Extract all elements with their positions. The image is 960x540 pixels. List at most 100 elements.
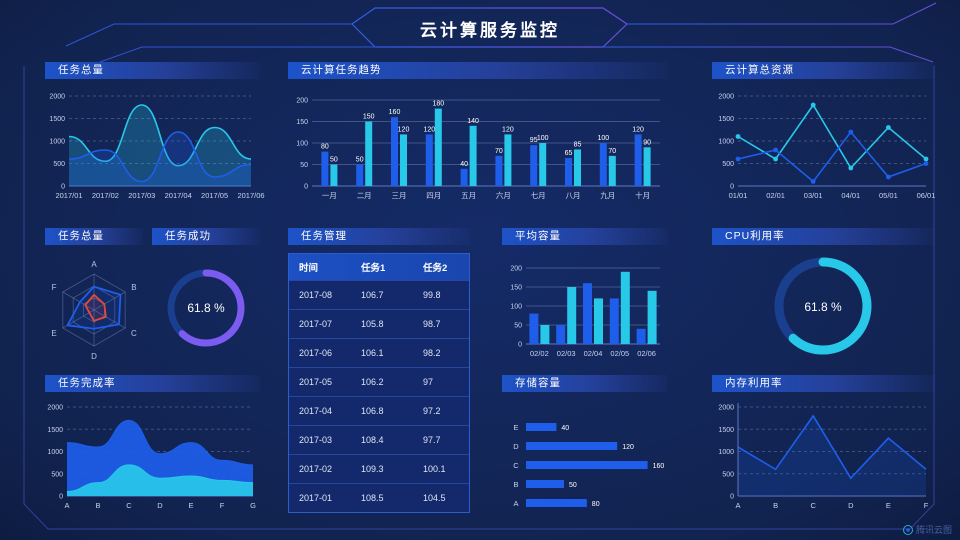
task-total-radar-chart[interactable]: A B C D E F (45, 248, 143, 370)
svg-text:0: 0 (730, 494, 734, 501)
svg-text:65: 65 (565, 150, 573, 157)
svg-text:2017/01: 2017/01 (55, 191, 82, 200)
panel-title-avg-capacity: 平均容量 (502, 228, 668, 245)
panel-title-task-total-radar: 任务总量 (45, 228, 143, 245)
svg-text:D: D (91, 352, 97, 361)
panel-cpu-usage: CPU利用率 61.8 % (712, 228, 935, 370)
completion-rate-area-chart[interactable]: 0 500 1000 1500 2000 A B C D E F G (45, 395, 260, 515)
svg-text:61.8 %: 61.8 % (187, 301, 225, 315)
svg-text:100: 100 (296, 141, 308, 148)
svg-text:90: 90 (643, 139, 651, 146)
svg-text:2017/05: 2017/05 (201, 191, 228, 200)
panel-task-trend: 云计算任务趋势 0 50 100 150 200 一月 二月 三月 四月 五月 六月 七月 八月 九月 十月… (288, 62, 668, 214)
svg-text:100: 100 (510, 304, 522, 311)
svg-text:1500: 1500 (49, 116, 65, 123)
table-row[interactable]: 2017-03 108.4 97.7 (289, 425, 469, 454)
svg-text:四月: 四月 (426, 191, 441, 200)
svg-text:100: 100 (537, 135, 549, 142)
panel-title-completion-rate: 任务完成率 (45, 375, 260, 392)
table-row[interactable]: 2017-06 106.1 98.2 (289, 338, 469, 367)
svg-text:500: 500 (51, 471, 63, 478)
svg-text:95: 95 (530, 137, 538, 144)
table-row[interactable]: 2017-08 106.7 99.8 (289, 280, 469, 309)
svg-text:02/06: 02/06 (637, 349, 656, 358)
svg-text:50: 50 (514, 323, 522, 330)
table-cell: 106.7 (361, 290, 384, 300)
task-success-gauge[interactable]: 61.8 % (152, 248, 260, 370)
svg-text:A: A (64, 501, 69, 510)
svg-text:C: C (131, 329, 137, 338)
svg-text:61.8 %: 61.8 % (804, 300, 842, 314)
task-total-area-chart[interactable]: 0 500 1000 1500 2000 2017/01 2017/02 2017/03 201… (45, 82, 264, 214)
task-table: 时间 任务1 任务2 2017-08 106.7 99.8 2017-07 105.8 98.7… (288, 253, 470, 513)
panel-title-cpu-usage: CPU利用率 (712, 228, 935, 245)
svg-text:2000: 2000 (718, 94, 734, 101)
svg-text:0: 0 (304, 184, 308, 191)
table-row[interactable]: 2017-01 108.5 104.5 (289, 483, 469, 512)
svg-text:0: 0 (730, 184, 734, 191)
panel-task-total-line: 任务总量 0 500 1000 1500 2000 2017/01 2017/02 2017/… (45, 62, 265, 214)
table-cell: 104.5 (423, 493, 446, 503)
table-cell: 2017-01 (299, 493, 333, 503)
cpu-usage-gauge[interactable]: 61.8 % (712, 248, 935, 370)
svg-text:A: A (513, 499, 518, 508)
svg-text:1500: 1500 (718, 427, 734, 434)
svg-text:140: 140 (467, 118, 479, 125)
panel-avg-capacity: 平均容量 0 50 100 150 200 02/02 02/03 02/04 02/05 02/… (502, 228, 668, 370)
table-cell: 2017-08 (299, 290, 333, 300)
panel-title-task-success: 任务成功 (152, 228, 260, 245)
avg-capacity-bar-chart[interactable]: 0 50 100 150 200 02/02 02/03 02/04 02/05 02/06 (502, 248, 668, 370)
svg-text:200: 200 (296, 98, 308, 105)
storage-hbar-chart[interactable]: E 40 D 120 C 160 B 50 A 80 (502, 395, 668, 515)
panel-title-task-trend: 云计算任务趋势 (288, 62, 668, 79)
table-cell: 97.2 (423, 406, 441, 416)
svg-text:一月: 一月 (322, 191, 337, 200)
svg-text:E: E (51, 329, 56, 338)
svg-text:2000: 2000 (49, 94, 65, 101)
svg-text:A: A (91, 260, 97, 269)
svg-text:D: D (157, 501, 163, 510)
memory-line-chart[interactable]: 0 500 1000 1500 2000 A B C D E F (712, 395, 935, 515)
task-table-header: 时间 任务1 任务2 (289, 254, 469, 280)
table-row[interactable]: 2017-07 105.8 98.7 (289, 309, 469, 338)
svg-text:2017/04: 2017/04 (165, 191, 192, 200)
svg-text:A: A (735, 501, 740, 510)
panel-memory: 内存利用率 0 500 1000 1500 2000 A B C D E F (712, 375, 935, 515)
table-cell: 2017-07 (299, 319, 333, 329)
panel-task-management: 任务管理 时间 任务1 任务2 2017-08 106.7 99.8 2017-07 105.… (288, 228, 470, 513)
svg-text:1500: 1500 (718, 116, 734, 123)
svg-text:1000: 1000 (718, 449, 734, 456)
table-row[interactable]: 2017-05 106.2 97 (289, 367, 469, 396)
table-row[interactable]: 2017-02 109.3 100.1 (289, 454, 469, 483)
svg-text:三月: 三月 (392, 191, 407, 200)
svg-text:九月: 九月 (600, 191, 615, 200)
table-column-header: 任务2 (423, 263, 448, 274)
svg-text:04/01: 04/01 (841, 191, 860, 200)
table-column-header: 时间 (299, 263, 319, 274)
total-resources-line-chart[interactable]: 0 500 1000 1500 2000 01/01 02/01 03/01 04/01 05/0… (712, 82, 935, 214)
svg-text:十月: 十月 (635, 190, 650, 200)
svg-text:1500: 1500 (47, 427, 63, 434)
panel-task-success: 任务成功 61.8 % (152, 228, 260, 370)
svg-text:50: 50 (300, 162, 308, 169)
panel-title-total-resources: 云计算总资源 (712, 62, 935, 79)
svg-text:E: E (513, 423, 518, 432)
svg-text:六月: 六月 (496, 190, 511, 200)
svg-text:02/01: 02/01 (766, 191, 785, 200)
svg-text:80: 80 (321, 144, 329, 151)
panel-title-task-total: 任务总量 (45, 62, 260, 79)
svg-text:0: 0 (518, 342, 522, 349)
svg-text:1000: 1000 (718, 139, 734, 146)
svg-text:2017/02: 2017/02 (92, 191, 119, 200)
table-row[interactable]: 2017-04 106.8 97.2 (289, 396, 469, 425)
svg-text:1000: 1000 (49, 139, 65, 146)
table-cell: 2017-04 (299, 406, 333, 416)
svg-text:180: 180 (432, 101, 444, 108)
svg-text:05/01: 05/01 (879, 191, 898, 200)
svg-text:0: 0 (61, 184, 65, 191)
panel-completion-rate: 任务完成率 0 500 1000 1500 2000 A B C D E F G (45, 375, 260, 515)
svg-text:二月: 二月 (357, 191, 372, 200)
svg-text:40: 40 (460, 161, 468, 168)
svg-text:500: 500 (722, 161, 734, 168)
